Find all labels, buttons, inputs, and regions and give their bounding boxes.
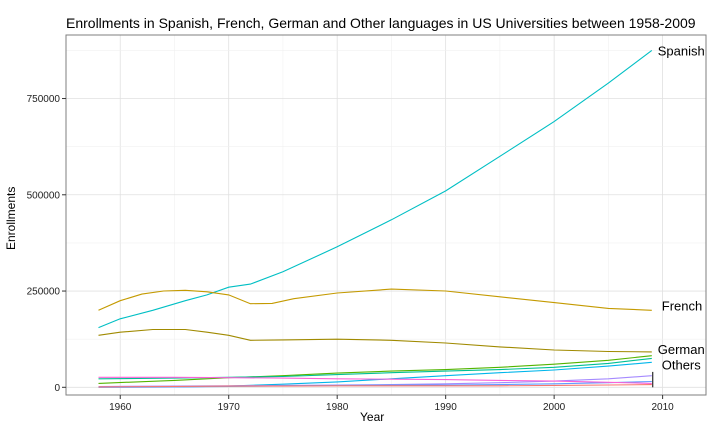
series-line-0 bbox=[98, 49, 653, 329]
plot-border bbox=[65, 34, 707, 396]
y-tick-label: 250000 bbox=[27, 287, 61, 298]
series-line-9 bbox=[98, 384, 652, 388]
series-label-german: German bbox=[658, 342, 705, 357]
y-axis-label: Enrollments bbox=[4, 186, 18, 250]
axes: 1960 1970 1980 1990 2000 2010 0 250000 500000 750… bbox=[27, 34, 707, 413]
x-tick-label: 1960 bbox=[109, 402, 132, 413]
x-tick-label: 1990 bbox=[435, 402, 458, 413]
x-tick-label: 2000 bbox=[543, 402, 566, 413]
y-tick-label: 500000 bbox=[27, 190, 61, 201]
x-tick-label: 2010 bbox=[651, 402, 674, 413]
series-label-others: Others bbox=[662, 357, 702, 372]
y-tick-label: 750000 bbox=[27, 94, 61, 105]
series-line-3 bbox=[98, 355, 652, 384]
series-label-french: French bbox=[662, 298, 702, 313]
series-line-8 bbox=[98, 376, 652, 384]
y-tick-label: 0 bbox=[54, 383, 60, 394]
gridlines bbox=[66, 35, 706, 395]
series-line-2 bbox=[98, 328, 652, 353]
x-tick-label: 1970 bbox=[218, 402, 241, 413]
series-label-spanish: Spanish bbox=[658, 43, 705, 58]
x-tick-label: 1980 bbox=[326, 402, 349, 413]
series-lines bbox=[98, 49, 653, 388]
chart-title: Enrollments in Spanish, French, German a… bbox=[66, 15, 696, 31]
x-axis-label: Year bbox=[360, 410, 385, 424]
series-line-1 bbox=[98, 288, 652, 311]
